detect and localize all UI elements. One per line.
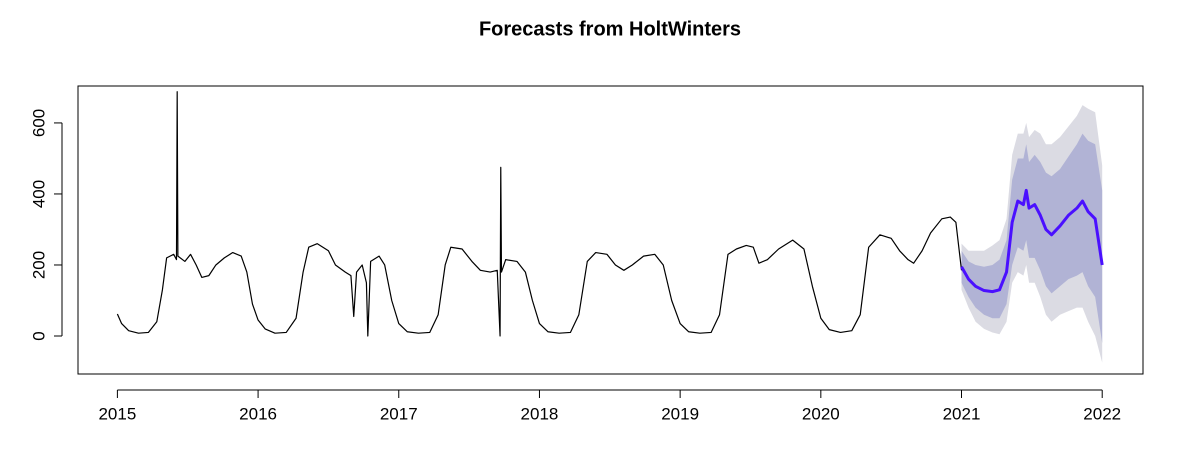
x-tick-label: 2020 (802, 404, 840, 423)
x-tick-label: 2017 (380, 404, 418, 423)
x-tick-label: 2018 (521, 404, 559, 423)
prediction-band (961, 133, 1103, 344)
plot-frame (77, 85, 1144, 375)
y-tick-label: 200 (29, 251, 48, 279)
x-tick-label: 2021 (943, 404, 981, 423)
y-tick-label: 400 (29, 180, 48, 208)
x-tick-label: 2016 (239, 404, 277, 423)
x-tick-label: 2019 (661, 404, 699, 423)
series-line (960, 188, 1104, 294)
chart-title: Forecasts from HoltWinters (479, 18, 741, 40)
x-tick-label: 2015 (98, 404, 136, 423)
x-tick-label: 2022 (1083, 404, 1121, 423)
y-tick-label: 0 (29, 331, 48, 340)
y-tick-label: 600 (29, 109, 48, 137)
series-line (116, 91, 963, 337)
